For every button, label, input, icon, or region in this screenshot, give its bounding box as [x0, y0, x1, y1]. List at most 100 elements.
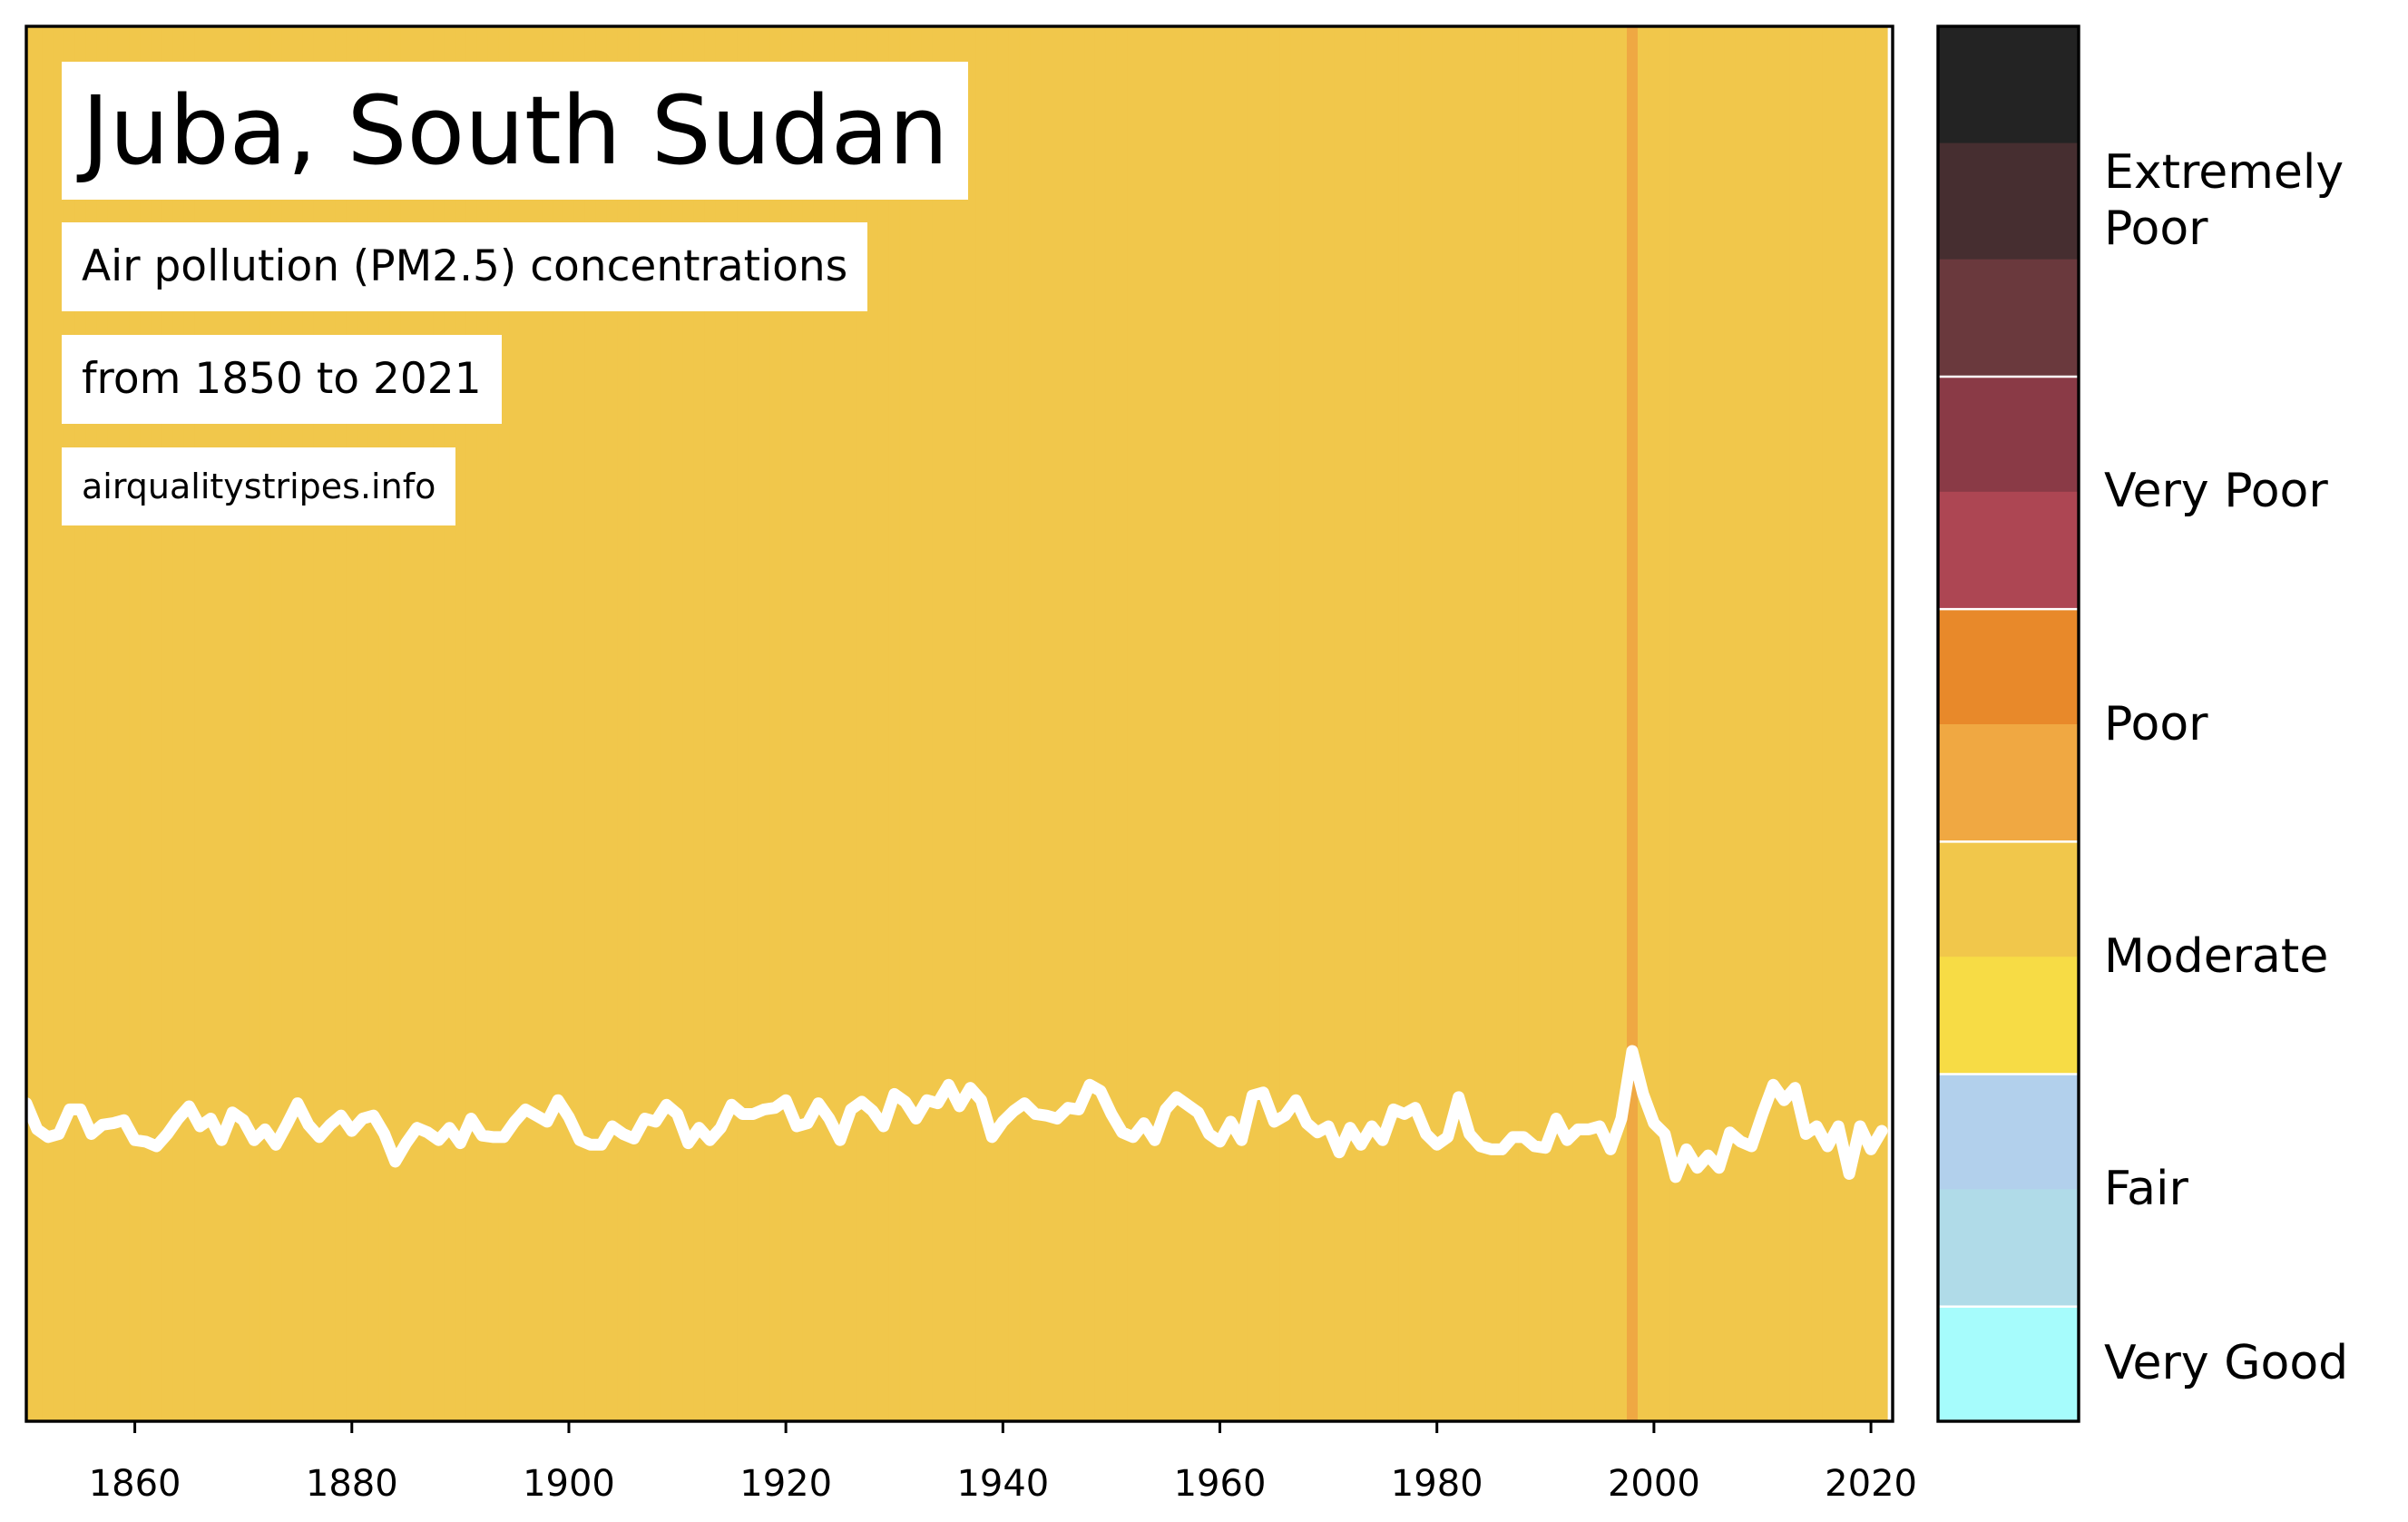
stripe	[1540, 26, 1551, 1421]
chart-subtitle: Air pollution (PM2.5) concentrations	[62, 222, 868, 311]
colorbar-swatch	[1938, 259, 2079, 376]
stripe	[921, 26, 934, 1421]
stripe	[759, 26, 770, 1421]
stripe	[671, 26, 684, 1421]
stripe	[1833, 26, 1845, 1421]
x-tick-label: 1960	[1174, 1463, 1267, 1505]
stripe	[1583, 26, 1595, 1421]
stripe	[986, 26, 998, 1421]
stripe	[1138, 26, 1150, 1421]
x-tick-label: 1980	[1391, 1463, 1483, 1505]
stripe	[1800, 26, 1812, 1421]
x-tick-label: 1940	[956, 1463, 1049, 1505]
stripe	[1225, 26, 1238, 1421]
stripe	[824, 26, 836, 1421]
stripe	[1691, 26, 1704, 1421]
stripe	[1356, 26, 1367, 1421]
stripe	[997, 26, 1009, 1421]
stripe	[888, 26, 901, 1421]
stripe	[1572, 26, 1584, 1421]
x-tick-label: 1860	[89, 1463, 181, 1505]
stripe	[1680, 26, 1693, 1421]
stripe	[1865, 26, 1877, 1421]
stripe	[1409, 26, 1422, 1421]
stripe	[1127, 26, 1140, 1421]
stripe	[595, 26, 608, 1421]
stripe	[1062, 26, 1074, 1421]
stripe	[964, 26, 977, 1421]
stripe	[1855, 26, 1866, 1421]
stripe	[542, 26, 553, 1421]
stripe	[780, 26, 792, 1421]
stripe	[1669, 26, 1682, 1421]
stripe	[1496, 26, 1509, 1421]
stripe	[1149, 26, 1161, 1421]
stripe	[932, 26, 945, 1421]
stripe	[845, 26, 857, 1421]
stripe	[1659, 26, 1671, 1421]
stripe	[943, 26, 955, 1421]
stripe	[1170, 26, 1183, 1421]
colorbar-label: Very Poor	[2104, 464, 2328, 519]
stripe	[1485, 26, 1498, 1421]
colorbar-swatch	[1938, 142, 2079, 260]
colorbar	[1936, 25, 2080, 1423]
stripe	[910, 26, 923, 1421]
stripe	[1398, 26, 1411, 1421]
stripe	[1008, 26, 1020, 1421]
colorbar-swatch	[1938, 840, 2079, 957]
stripe	[1366, 26, 1378, 1421]
stripe	[693, 26, 706, 1421]
stripe	[1551, 26, 1562, 1421]
x-tick-label: 2000	[1608, 1463, 1700, 1505]
stripe	[1507, 26, 1520, 1421]
stripe	[1084, 26, 1096, 1421]
stripe	[1442, 26, 1454, 1421]
colorbar-label: Extremely Poor	[2104, 145, 2344, 257]
stripe	[1822, 26, 1834, 1421]
stripe	[899, 26, 912, 1421]
x-tick-label: 1920	[739, 1463, 832, 1505]
colorbar-label: Moderate	[2104, 928, 2329, 984]
stripe	[573, 26, 586, 1421]
stripe	[1376, 26, 1389, 1421]
plot-frame	[24, 25, 1894, 1423]
stripe	[42, 26, 54, 1421]
colorbar-label: Very Good	[2104, 1335, 2349, 1390]
stripe	[1757, 26, 1769, 1421]
colorbar-swatch	[1938, 723, 2079, 841]
stripe	[1323, 26, 1335, 1421]
stripe	[975, 26, 987, 1421]
stripe	[1876, 26, 1888, 1421]
colorbar-swatch	[1938, 1304, 2079, 1422]
stripe	[1789, 26, 1801, 1421]
stripe	[1735, 26, 1747, 1421]
stripe	[1702, 26, 1715, 1421]
stripe	[1041, 26, 1052, 1421]
stripe	[1463, 26, 1476, 1421]
stripe	[1181, 26, 1194, 1421]
stripe	[617, 26, 630, 1421]
stripe	[1431, 26, 1444, 1421]
stripe	[1105, 26, 1118, 1421]
stripe	[520, 26, 532, 1421]
axes: 1860 1880 1900 1920 1940 1960 1980 2000 2020	[24, 25, 1917, 1505]
stripe	[802, 26, 814, 1421]
stripe	[584, 26, 597, 1421]
stripe	[1258, 26, 1269, 1421]
stripe	[628, 26, 641, 1421]
colorbar-swatch	[1938, 375, 2079, 492]
colorbar-swatch	[1938, 1188, 2079, 1306]
stripe	[1019, 26, 1031, 1421]
stripe	[1334, 26, 1346, 1421]
stripe	[650, 26, 662, 1421]
stripe	[26, 26, 33, 1421]
stripe	[509, 26, 521, 1421]
chart-title: Juba, South Sudan	[62, 62, 969, 200]
stripe	[866, 26, 879, 1421]
stripe	[553, 26, 564, 1421]
stripe	[1637, 26, 1649, 1421]
stripe	[1312, 26, 1324, 1421]
stripe	[1453, 26, 1465, 1421]
stripe	[1094, 26, 1107, 1421]
